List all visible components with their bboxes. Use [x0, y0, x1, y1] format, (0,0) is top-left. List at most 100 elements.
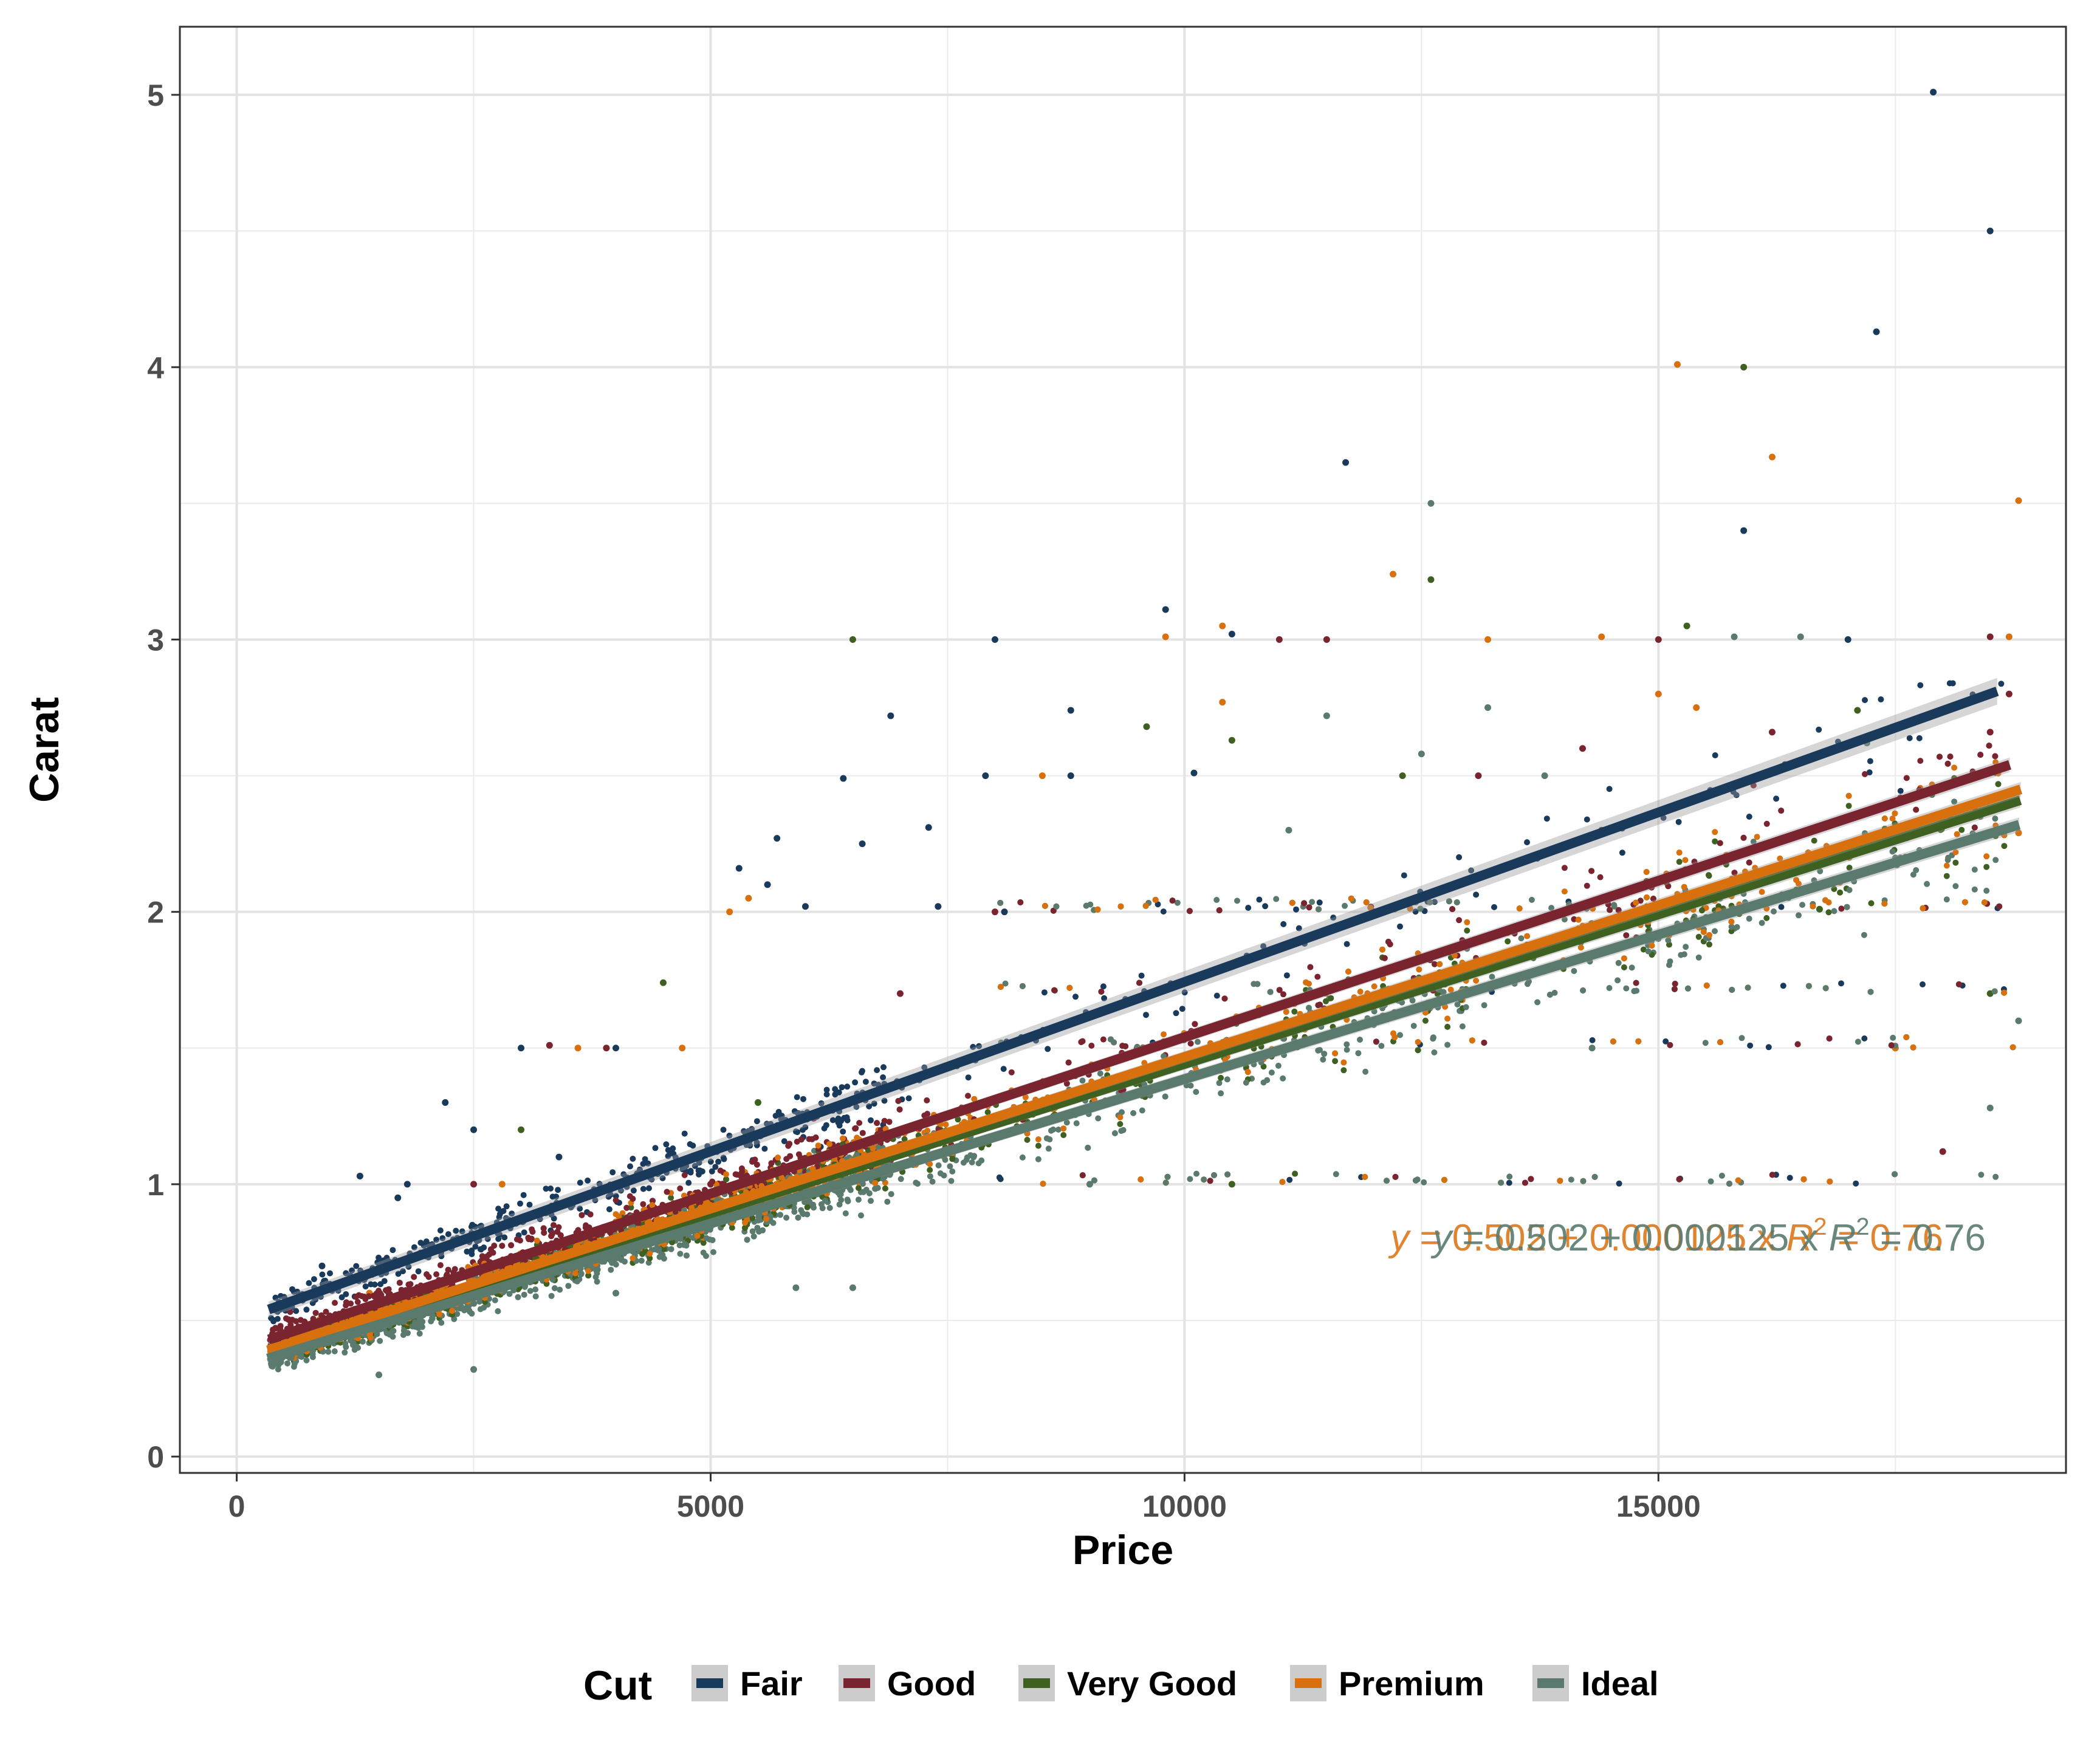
- scatter-point: [710, 1249, 716, 1255]
- scatter-point: [949, 1156, 956, 1162]
- scatter-point: [1412, 908, 1419, 915]
- scatter-point: [1164, 1173, 1171, 1180]
- scatter-point: [1866, 769, 1873, 776]
- scatter-point: [1285, 826, 1292, 834]
- scatter-point: [1380, 983, 1387, 989]
- scatter-point: [1085, 1144, 1091, 1151]
- scatter-point: [411, 1244, 417, 1251]
- scatter-point: [577, 1206, 583, 1212]
- scatter-point: [1759, 888, 1765, 895]
- scatter-point: [1826, 1035, 1833, 1042]
- scatter-point: [1067, 707, 1074, 714]
- scatter-point: [895, 1097, 902, 1104]
- scatter-point: [1387, 941, 1393, 947]
- scatter-point: [527, 1288, 534, 1294]
- scatter-point: [343, 1299, 349, 1306]
- scatter-point: [804, 1204, 811, 1210]
- scatter-point: [715, 1158, 722, 1165]
- scatter-point: [1916, 735, 1923, 741]
- scatter-point: [1615, 907, 1622, 913]
- scatter-point: [306, 1280, 312, 1286]
- scatter-point: [1243, 1079, 1249, 1086]
- scatter-point: [924, 1097, 930, 1103]
- scatter-point: [1001, 908, 1008, 916]
- scatter-point: [1373, 1038, 1379, 1045]
- scatter-point: [1418, 750, 1425, 758]
- scatter-point: [1561, 865, 1568, 871]
- scatter-point: [927, 1161, 933, 1167]
- scatter-point: [270, 1317, 276, 1323]
- scatter-point: [319, 1271, 326, 1278]
- scatter-point: [677, 1251, 684, 1257]
- scatter-point: [1816, 905, 1823, 913]
- scatter-point: [896, 1106, 903, 1113]
- scatter-point: [1216, 907, 1223, 914]
- scatter-point: [548, 1233, 555, 1240]
- scatter-point: [1456, 917, 1463, 924]
- scatter-point: [760, 1227, 766, 1234]
- scatter-point: [738, 1165, 745, 1172]
- scatter-point: [707, 1158, 714, 1165]
- scatter-point: [1138, 972, 1145, 979]
- scatter-point: [1041, 989, 1048, 996]
- scatter-point: [882, 1185, 888, 1192]
- scatter-point: [947, 1163, 953, 1170]
- scatter-point: [1219, 699, 1226, 706]
- scatter-point: [415, 1268, 422, 1275]
- scatter-point: [362, 1283, 369, 1290]
- scatter-point: [1051, 987, 1058, 993]
- scatter-point: [924, 1111, 931, 1117]
- scatter-point: [2015, 497, 2022, 504]
- scatter-point: [1162, 606, 1169, 613]
- scatter-point: [1778, 904, 1785, 910]
- scatter-point: [726, 908, 733, 916]
- scatter-point: [2015, 1017, 2022, 1024]
- scatter-point: [1971, 886, 1978, 893]
- scatter-point: [1320, 1056, 1326, 1063]
- scatter-point: [1260, 943, 1267, 950]
- scatter-point: [518, 1126, 525, 1133]
- scatter-point: [543, 1280, 550, 1287]
- scatter-point: [484, 1236, 491, 1242]
- scatter-point: [1773, 795, 1780, 802]
- scatter-point: [774, 835, 781, 842]
- scatter-point: [1065, 1059, 1072, 1066]
- scatter-point: [996, 1174, 1003, 1181]
- scatter-point: [1328, 995, 1334, 1001]
- scatter-point: [687, 1167, 694, 1174]
- scatter-point: [433, 1271, 440, 1278]
- scatter-point: [1273, 896, 1280, 902]
- scatter-point: [612, 1289, 620, 1297]
- scatter-point: [438, 1319, 445, 1326]
- scatter-point: [498, 1181, 506, 1188]
- scatter-point: [1355, 1050, 1362, 1057]
- scatter-point: [378, 1258, 385, 1265]
- scatter-point: [1685, 985, 1691, 992]
- scatter-point: [1219, 622, 1226, 630]
- scatter-point: [1740, 527, 1748, 534]
- grid-major: [180, 27, 2066, 1473]
- scatter-point: [1853, 1180, 1859, 1187]
- scatter-point: [855, 1196, 862, 1203]
- scatter-point: [1323, 712, 1330, 719]
- scatter-point: [802, 1124, 809, 1131]
- scatter-point: [1955, 981, 1962, 987]
- scatter-point: [312, 1309, 319, 1316]
- scatter-point: [286, 1317, 292, 1323]
- scatter-point: [1117, 1120, 1124, 1127]
- scatter-point: [1088, 1042, 1095, 1049]
- scatter-point: [356, 1172, 363, 1179]
- scatter-point: [1143, 1012, 1149, 1018]
- scatter-point: [871, 1100, 877, 1107]
- scatter-point: [887, 712, 894, 719]
- scatter-point: [1491, 904, 1497, 910]
- points-fair: [318, 89, 1994, 1269]
- scatter-point: [1427, 576, 1435, 583]
- scatter-point: [1571, 968, 1577, 974]
- scatter-point: [880, 1064, 887, 1071]
- scatter-point: [517, 1200, 523, 1207]
- scatter-point: [1665, 937, 1672, 944]
- scatter-point: [1615, 959, 1622, 966]
- scatter-point: [792, 1284, 800, 1291]
- scatter-point: [551, 1222, 557, 1229]
